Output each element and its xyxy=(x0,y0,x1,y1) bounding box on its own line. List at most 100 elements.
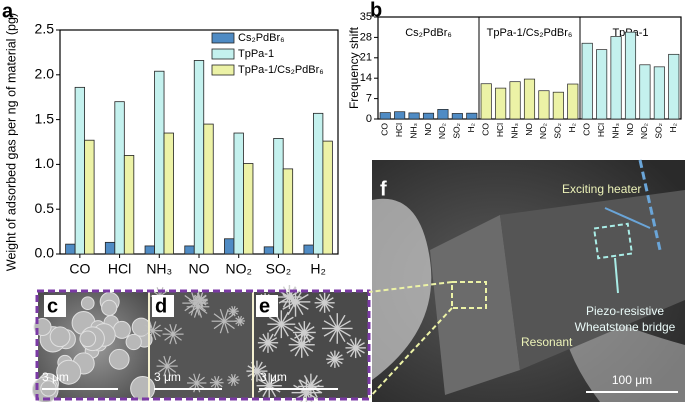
spike xyxy=(196,292,201,301)
bar xyxy=(653,66,665,120)
label-bg xyxy=(152,295,174,317)
y-tick-label: 0.0 xyxy=(35,245,55,261)
spike xyxy=(289,290,301,298)
spike xyxy=(164,333,174,341)
bar xyxy=(154,70,165,255)
bar xyxy=(114,101,125,255)
y-tick-label: 0.5 xyxy=(35,200,55,216)
spike xyxy=(256,361,263,372)
heater-arrow xyxy=(604,207,651,229)
bar xyxy=(193,60,205,255)
x-tick-label: H₂ xyxy=(310,261,326,277)
spike xyxy=(310,375,318,387)
spike xyxy=(305,379,315,393)
x-tick-label: NO₂ xyxy=(538,123,548,139)
x-tick-label: HCl xyxy=(495,123,505,137)
spike xyxy=(323,327,338,337)
spike xyxy=(290,344,303,352)
spike xyxy=(197,306,208,314)
spike xyxy=(349,347,357,358)
spike xyxy=(172,327,182,335)
spike xyxy=(196,373,201,384)
spike xyxy=(310,379,323,388)
particle xyxy=(79,330,97,348)
spike xyxy=(166,359,177,367)
y-tick-label: 2.5 xyxy=(35,21,55,37)
spike xyxy=(169,323,174,335)
spike xyxy=(257,378,270,387)
bar xyxy=(282,168,294,255)
spike xyxy=(193,382,198,393)
spike xyxy=(319,293,326,304)
bar xyxy=(84,139,95,255)
spike xyxy=(230,379,234,387)
spike xyxy=(184,295,196,304)
x-tick-label: SO₂ xyxy=(553,123,563,139)
bar xyxy=(624,31,637,120)
annotation: Piezo-resistive xyxy=(586,304,664,318)
spike xyxy=(336,320,351,330)
bar xyxy=(567,83,579,120)
chip xyxy=(430,215,520,395)
bar xyxy=(273,138,284,255)
bar xyxy=(312,112,324,255)
bar xyxy=(163,132,174,255)
spike xyxy=(306,392,320,401)
bar xyxy=(480,83,492,120)
spike xyxy=(349,338,357,349)
annotation: Wheatstone bridge xyxy=(575,320,676,334)
scale-text: 3 μm xyxy=(42,370,69,384)
spike xyxy=(228,379,234,385)
bar xyxy=(639,64,651,120)
spike xyxy=(268,323,282,332)
spike xyxy=(152,321,157,331)
spike xyxy=(172,333,177,345)
spike xyxy=(216,382,223,388)
spike xyxy=(324,293,331,304)
bar xyxy=(303,244,314,255)
spike xyxy=(326,358,336,365)
y-tick-label: 2.0 xyxy=(35,66,55,82)
spike xyxy=(267,342,278,349)
spike xyxy=(268,385,277,397)
spike xyxy=(200,294,207,300)
bar xyxy=(104,241,116,255)
spike xyxy=(315,302,325,309)
zoom-frame xyxy=(35,289,371,401)
facet-title: Cs₂PdBr₆ xyxy=(405,27,452,39)
x-tick-label: HCl xyxy=(596,123,606,137)
spike xyxy=(268,378,281,387)
spike xyxy=(193,300,201,306)
spike xyxy=(336,328,346,343)
spike xyxy=(324,302,334,309)
spike xyxy=(268,374,277,387)
y-axis-label: Weight of adsorbed gas per ng of materia… xyxy=(4,13,18,271)
spike xyxy=(315,297,325,304)
y-tick-label: 35 xyxy=(360,11,372,23)
y-tick-label: 28 xyxy=(360,31,372,43)
bar xyxy=(538,90,550,120)
bar xyxy=(233,132,244,255)
spike xyxy=(233,375,239,381)
spike xyxy=(193,306,199,318)
spike xyxy=(233,379,239,385)
spike xyxy=(324,302,331,312)
x-tick-label: NO₂ xyxy=(639,123,649,139)
panel-label: e xyxy=(259,295,270,317)
x-tick-label: NO xyxy=(625,123,635,136)
spike xyxy=(216,378,223,384)
spike xyxy=(163,365,168,377)
spike xyxy=(268,316,282,325)
spike xyxy=(199,300,207,306)
spike xyxy=(210,382,218,388)
spike xyxy=(256,370,263,381)
spike xyxy=(210,378,218,384)
spike xyxy=(199,300,203,309)
particle xyxy=(130,376,156,402)
bar xyxy=(523,78,536,120)
x-tick-label: SO₂ xyxy=(452,123,462,139)
x-tick-label: NO₂ xyxy=(225,261,251,277)
panel-label: c xyxy=(47,295,58,317)
bar xyxy=(74,86,86,255)
spike xyxy=(223,308,229,322)
